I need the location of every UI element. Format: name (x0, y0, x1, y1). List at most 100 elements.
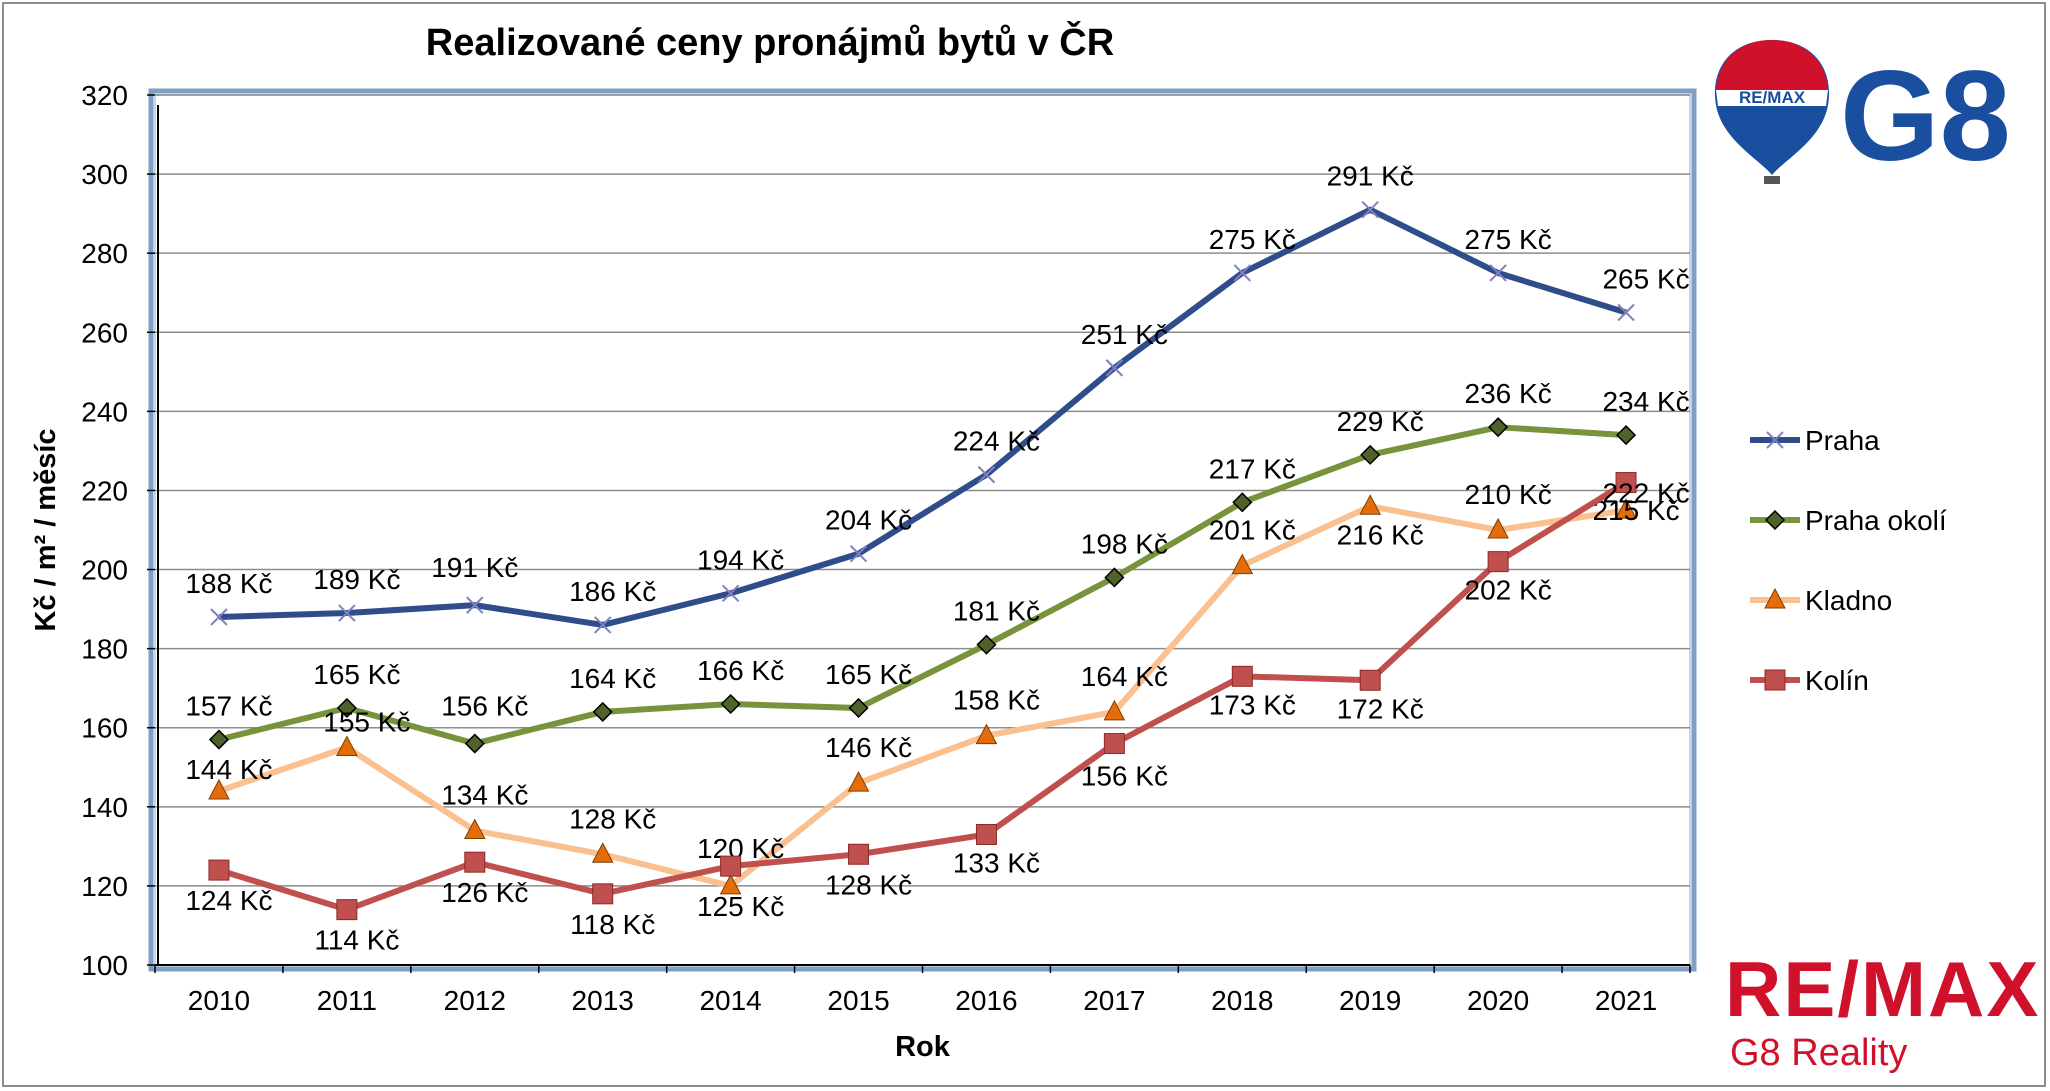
data-label: 186 Kč (569, 576, 656, 607)
data-label: 216 Kč (1337, 519, 1424, 550)
data-point (1231, 665, 1253, 687)
data-point (208, 729, 230, 750)
data-label: 224 Kč (953, 426, 1040, 457)
data-label: 189 Kč (313, 564, 400, 595)
data-point (1487, 517, 1509, 539)
y-tick-label: 140 (81, 792, 128, 823)
data-label: 144 Kč (185, 754, 272, 785)
data-point (1233, 264, 1251, 282)
data-point (1103, 733, 1125, 755)
x-tick-label: 2010 (188, 985, 250, 1016)
data-point (1615, 498, 1637, 519)
data-label: 133 Kč (953, 848, 1040, 879)
data-point (721, 584, 740, 602)
data-point (977, 465, 996, 484)
data-label: 202 Kč (1465, 575, 1552, 606)
data-point (720, 855, 742, 877)
x-tick-label: 2018 (1211, 985, 1273, 1016)
y-tick-label: 100 (81, 950, 128, 981)
data-point (338, 604, 356, 622)
data-point (208, 778, 230, 800)
data-point (1231, 553, 1254, 575)
y-tick-label: 280 (81, 238, 128, 269)
data-label: 291 Kč (1327, 161, 1414, 192)
legend-item: Praha (1750, 425, 1880, 456)
data-point (975, 723, 998, 745)
data-point (848, 843, 870, 865)
data-point (210, 608, 228, 626)
data-label: 164 Kč (1081, 661, 1168, 692)
data-point (847, 771, 870, 792)
data-label: 114 Kč (314, 925, 399, 956)
data-label: 166 Kč (697, 655, 784, 686)
remax-g8-logo: RE/MAX G8 (1714, 40, 2011, 185)
data-point (1103, 699, 1126, 721)
data-point (1488, 417, 1509, 438)
data-point (1487, 551, 1509, 573)
data-label: 191 Kč (431, 552, 518, 583)
data-label: 194 Kč (697, 544, 784, 575)
y-tick-label: 200 (81, 555, 128, 586)
x-tick-label: 2021 (1595, 985, 1657, 1016)
data-label: 118 Kč (570, 909, 655, 940)
data-label: 172 Kč (1337, 693, 1424, 724)
data-point (719, 873, 742, 895)
y-axis-title: Kč / m² / měsíc (30, 428, 62, 631)
data-label: 146 Kč (825, 732, 912, 763)
data-label: 188 Kč (185, 568, 272, 599)
data-label: 128 Kč (825, 869, 912, 900)
y-tick-label: 220 (81, 475, 128, 506)
data-point (1615, 472, 1637, 494)
legend-label: Praha okolí (1805, 505, 1947, 536)
y-tick-label: 240 (81, 396, 128, 427)
data-point (592, 883, 614, 905)
data-label: 125 Kč (697, 891, 784, 922)
x-tick-label: 2019 (1339, 985, 1401, 1016)
data-label: 126 Kč (441, 877, 528, 908)
legend-item: Kolín (1750, 665, 1869, 696)
data-label: 164 Kč (569, 663, 656, 694)
data-point (466, 596, 484, 614)
y-tick-label: 160 (81, 713, 128, 744)
x-tick-label: 2020 (1467, 985, 1529, 1016)
data-label: 157 Kč (185, 691, 272, 722)
y-tick-label: 300 (81, 159, 128, 190)
g8-reality-text: G8 Reality (1730, 1032, 1908, 1074)
data-point (336, 697, 357, 719)
data-point (1232, 492, 1253, 513)
data-point (336, 899, 358, 921)
chart-title: Realizované ceny pronájmů bytů v ČR (425, 22, 1115, 64)
data-point (336, 735, 358, 756)
y-tick-label: 120 (81, 871, 128, 902)
legend-label: Praha (1805, 425, 1880, 456)
data-label: 155 Kč (323, 707, 410, 738)
series-line-0 (218, 206, 1627, 628)
data-label: 173 Kč (1209, 689, 1296, 720)
legend-marker (1764, 587, 1786, 609)
data-point (208, 859, 230, 881)
series-line-3 (218, 479, 1628, 913)
legend-marker (1764, 669, 1786, 691)
x-tick-label: 2014 (699, 985, 761, 1016)
x-axis-title: Rok (895, 1031, 951, 1063)
data-point (1489, 264, 1507, 282)
series-line-1 (218, 424, 1627, 747)
data-label: 156 Kč (1081, 761, 1168, 792)
data-point (1359, 669, 1381, 691)
legend-item: Kladno (1750, 585, 1892, 616)
data-point (848, 697, 869, 719)
data-point (1361, 200, 1379, 219)
data-point (1615, 425, 1637, 446)
x-tick-label: 2012 (444, 985, 506, 1016)
data-point (1360, 444, 1381, 465)
y-tick-label: 260 (81, 317, 128, 348)
data-label: 158 Kč (953, 685, 1040, 716)
x-tick-label: 2016 (955, 985, 1017, 1016)
data-label: 215 Kč (1592, 495, 1679, 526)
data-label: 210 Kč (1465, 479, 1552, 510)
data-point (464, 733, 485, 754)
data-label: 128 Kč (569, 803, 656, 834)
x-tick-label: 2015 (827, 985, 889, 1016)
balloon-icon (1714, 40, 1830, 184)
legend-marker (1764, 509, 1786, 531)
